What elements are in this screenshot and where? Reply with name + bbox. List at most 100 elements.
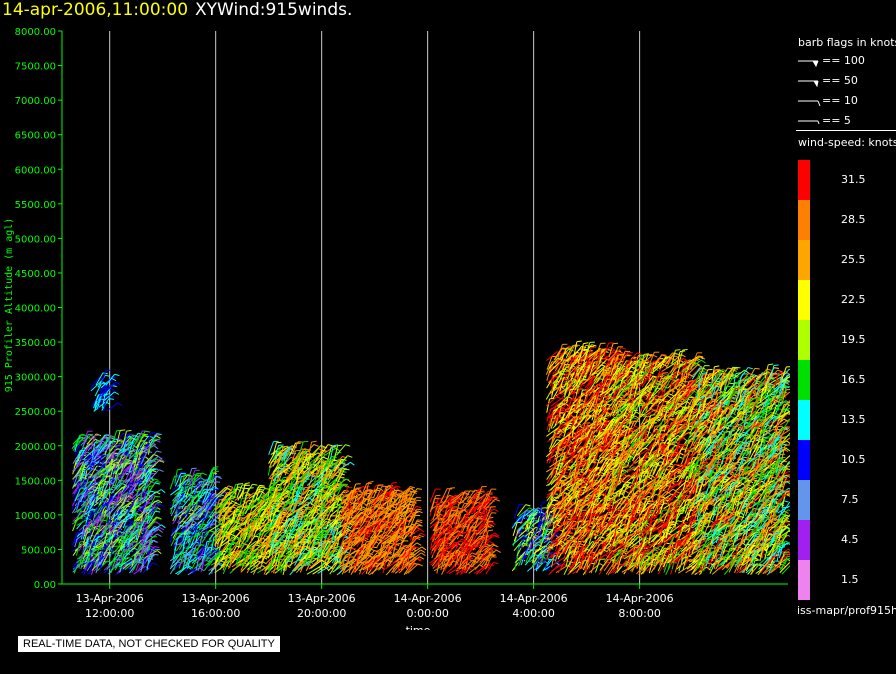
wind-barb-flag <box>350 461 355 466</box>
wind-barb <box>92 495 97 510</box>
wind-barb-flag <box>372 546 378 549</box>
wind-barb-flag <box>93 480 99 483</box>
wind-barb-flag <box>104 496 110 501</box>
wind-barb <box>72 439 83 451</box>
wind-barb-flag <box>211 472 217 475</box>
wind-barb <box>78 465 84 479</box>
wind-barb-flag <box>127 557 133 559</box>
wind-barb-flag <box>417 510 423 514</box>
wind-barb <box>122 433 129 448</box>
wind-barb-flag <box>177 468 183 471</box>
wind-barb-flag <box>237 483 244 485</box>
wind-barb <box>114 485 126 495</box>
wind-barb <box>120 500 133 510</box>
wind-barb <box>80 443 89 457</box>
wind-barb-flag <box>327 444 333 447</box>
wind-barb-flag <box>155 481 161 483</box>
wind-barb <box>105 437 111 452</box>
wind-barb <box>72 482 82 495</box>
wind-barb <box>110 462 115 477</box>
wind-barb-flag <box>419 556 425 560</box>
wind-barb-flag <box>156 533 162 537</box>
wind-barb <box>128 458 135 472</box>
wind-barb <box>169 475 176 490</box>
wind-barb <box>89 519 98 533</box>
wind-barb <box>97 483 103 497</box>
wind-barb-flag <box>356 487 362 489</box>
wind-barb-flag <box>417 520 423 524</box>
wind-barb-flag <box>108 475 114 479</box>
wind-barb-flag <box>120 482 126 486</box>
wind-barb-flag <box>159 526 165 531</box>
wind-barb <box>122 514 129 529</box>
wind-barb <box>89 497 99 510</box>
wind-barb-flag <box>156 435 161 439</box>
wind-barb <box>110 559 116 573</box>
wind-barb-flag <box>153 478 159 481</box>
wind-barb <box>112 473 119 487</box>
wind-barb <box>131 465 136 480</box>
wind-barb-flag <box>120 429 126 431</box>
wind-barb-flag <box>155 495 161 498</box>
wind-barb <box>76 447 84 461</box>
wind-barb <box>115 492 120 507</box>
wind-barb <box>120 502 131 514</box>
wind-barb-flag <box>111 377 117 382</box>
wind-barb <box>132 514 137 529</box>
wind-barb-flag <box>252 483 258 486</box>
wind-barb <box>99 491 106 506</box>
wind-barb <box>80 461 87 476</box>
wind-barb <box>83 449 95 460</box>
wind-barb <box>88 529 92 544</box>
wind-barb-flag <box>201 472 208 476</box>
wind-barb <box>97 480 102 495</box>
wind-barb <box>80 525 85 540</box>
wind-barb <box>93 513 100 527</box>
wind-barb <box>85 437 92 452</box>
wind-barb <box>133 500 146 510</box>
wind-barb <box>72 532 78 547</box>
wind-barb <box>112 511 117 526</box>
wind-barb <box>100 370 107 384</box>
wind-barb <box>99 557 105 571</box>
wind-barb <box>104 541 112 555</box>
wind-barb <box>123 547 134 559</box>
wind-barb-flag <box>235 502 241 506</box>
wind-barb-flag <box>78 437 84 439</box>
wind-barb-flag <box>156 550 162 554</box>
wind-barb <box>116 562 128 574</box>
wind-barb <box>131 492 140 506</box>
wind-barb <box>74 541 87 552</box>
wind-barb-flag <box>420 532 426 536</box>
wind-barb <box>90 473 103 483</box>
wind-barb <box>133 453 139 468</box>
wind-barb-flag <box>156 450 162 453</box>
wind-barb <box>102 533 108 548</box>
wind-barb-flag <box>228 485 234 488</box>
wind-barb-flag <box>370 498 376 501</box>
wind-barb <box>129 464 135 478</box>
wind-barb-flag <box>114 373 120 377</box>
wind-barb <box>108 465 120 476</box>
wind-barb <box>117 519 124 533</box>
wind-barb <box>121 493 128 507</box>
wind-barb-flag <box>337 444 343 447</box>
wind-barb <box>91 541 104 550</box>
wind-barb-flag <box>150 432 156 434</box>
wind-barb <box>125 452 137 463</box>
wind-barb <box>87 541 94 555</box>
wind-barb <box>98 475 109 486</box>
wind-barb <box>89 526 96 540</box>
wind-barb-flag <box>343 478 350 481</box>
wind-barb <box>129 432 139 446</box>
wind-barb <box>120 551 125 565</box>
wind-barb-flag <box>407 487 413 490</box>
wind-barb <box>83 529 89 544</box>
wind-barb <box>71 461 84 472</box>
wind-barb <box>118 466 126 480</box>
wind-barb-flag <box>159 503 165 507</box>
wind-barb <box>127 529 138 541</box>
wind-barb <box>110 506 120 519</box>
wind-barb <box>83 482 96 491</box>
wind-barb <box>118 558 132 568</box>
